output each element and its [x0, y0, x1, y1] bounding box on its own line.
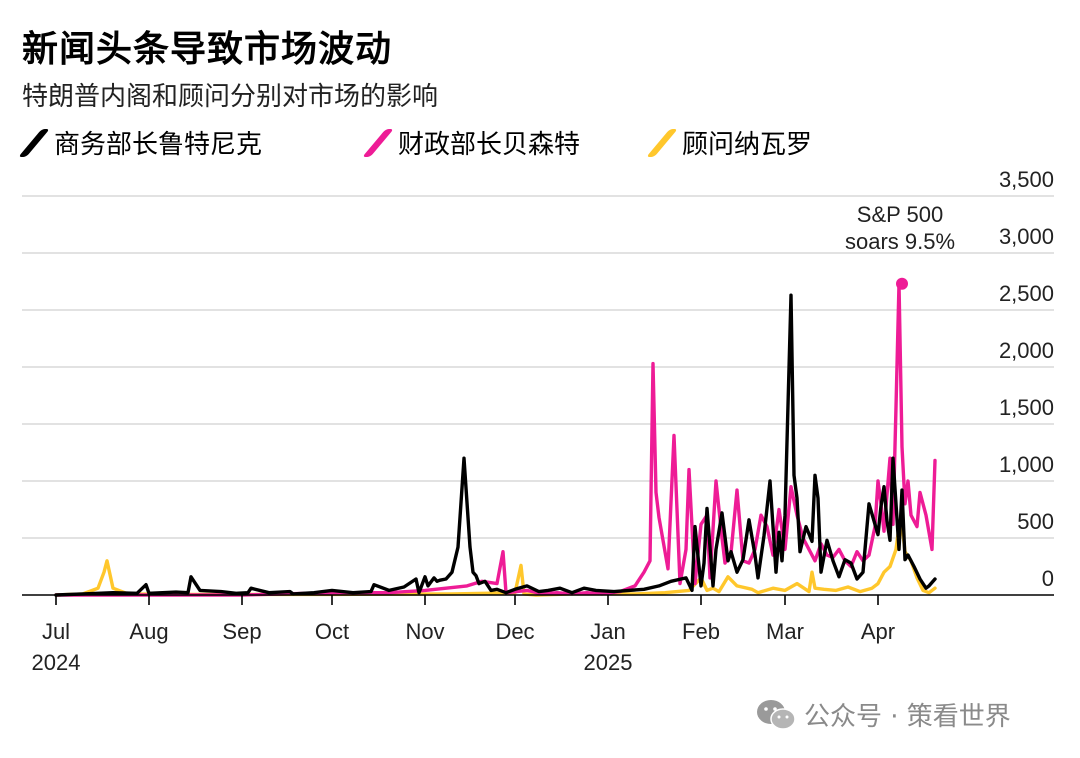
gridlines: [22, 195, 1054, 539]
annotation-text-line1: S&P 500: [857, 202, 943, 227]
axes: 0 500 1,000 1,500 2,000 2,500 3,000 3,500 Jul 202…: [22, 167, 1054, 675]
legend-item-bessent: 财政部长贝森特: [362, 124, 581, 161]
watermark-text: 公众号 · 策看世界: [804, 702, 1011, 732]
x-tick-label-mar: Mar: [766, 619, 804, 644]
chart-title: 新闻头条导致市场波动: [22, 29, 393, 70]
series-line-bessent: [54, 282, 937, 597]
x-tick-label-apr: Apr: [861, 619, 895, 644]
legend-label-bessent: 财政部长贝森特: [398, 130, 581, 160]
x-tick-label-aug: Aug: [129, 619, 168, 644]
annotation-marker: [896, 277, 908, 290]
x-tick-label-jan: Jan: [590, 619, 625, 644]
series-line-lutnick: [54, 293, 937, 597]
y-tick-label-2000: 2,000: [999, 338, 1054, 363]
y-tick-label-3500: 3,500: [999, 167, 1054, 192]
legend-item-navarro: 顾问纳瓦罗: [646, 124, 813, 161]
legend: 商务部长鲁特尼克 财政部长贝森特 顾问纳瓦罗: [0, 124, 1080, 164]
watermark: 公众号 · 策看世界: [756, 696, 1011, 733]
chart-subtitle: 特朗普内阁和顾问分别对市场的影响: [22, 82, 439, 112]
y-tick-label-1500: 1,500: [999, 395, 1054, 420]
x-tick-year-2025: 2025: [584, 650, 633, 675]
annotation-text-line2: soars 9.5%: [845, 229, 955, 254]
line-chart: 0 500 1,000 1,500 2,000 2,500 3,000 3,500 Jul 202…: [22, 167, 1054, 675]
legend-label-lutnick: 商务部长鲁特尼克: [54, 130, 263, 160]
y-tick-label-0: 0: [1042, 566, 1054, 591]
y-tick-label-3000: 3,000: [999, 224, 1054, 249]
y-tick-label-500: 500: [1017, 509, 1054, 534]
x-tick-label-oct: Oct: [315, 619, 349, 644]
x-tick-label-jul: Jul: [42, 619, 70, 644]
x-tick-label-feb: Feb: [682, 619, 720, 644]
x-tick-label-dec: Dec: [495, 619, 534, 644]
y-tick-label-2500: 2,500: [999, 281, 1054, 306]
legend-label-navarro: 顾问纳瓦罗: [682, 130, 813, 160]
x-tick-year-2024: 2024: [32, 650, 81, 675]
y-tick-label-1000: 1,000: [999, 452, 1054, 477]
wechat-icon: [757, 699, 796, 730]
series-layer: [54, 282, 937, 597]
x-tick-label-sep: Sep: [222, 619, 261, 644]
x-tick-label-nov: Nov: [405, 619, 444, 644]
legend-item-lutnick: 商务部长鲁特尼克: [18, 124, 263, 161]
